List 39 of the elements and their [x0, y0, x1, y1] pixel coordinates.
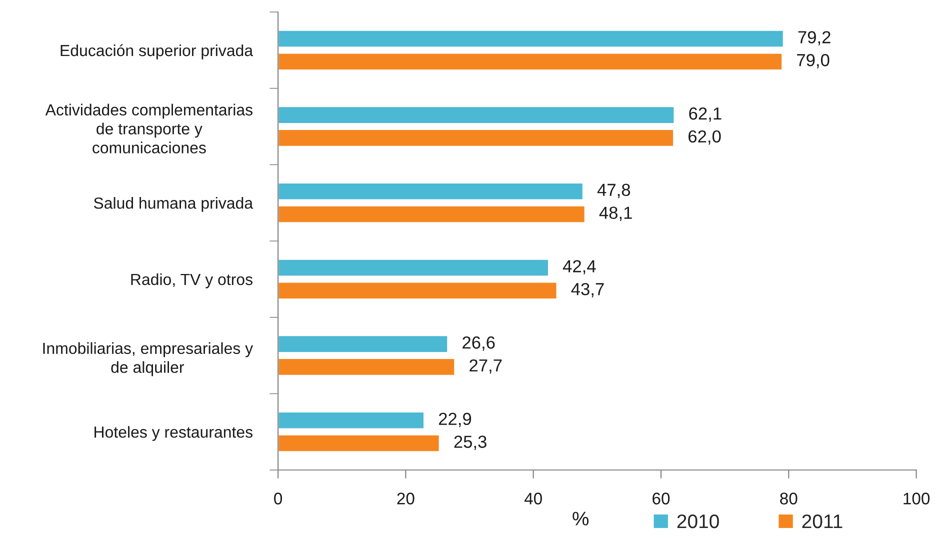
- bar: [278, 128, 674, 148]
- y-tick-label: Inmobiliarias, empresariales y de alquiler: [43, 342, 254, 376]
- bar: [278, 258, 550, 277]
- data-label: 26,6: [462, 336, 495, 351]
- x-tick-label: 40: [524, 492, 542, 504]
- y-tick-label: Radio, TV y otros: [131, 273, 252, 288]
- x-tick-label: 60: [652, 492, 670, 504]
- x-tick-label: 100: [904, 492, 930, 504]
- data-label: 25,3: [454, 436, 486, 450]
- y-tick-label: Educación superior privada: [60, 44, 254, 60]
- bar: [278, 334, 449, 354]
- bar: [278, 106, 676, 124]
- y-tick-label: Salud humana privada: [94, 197, 254, 212]
- data-label: 43,7: [571, 282, 604, 298]
- bar: [278, 182, 584, 201]
- data-label: 62,0: [688, 130, 721, 145]
- legend-label: 2011: [802, 514, 842, 528]
- bar: [278, 29, 784, 48]
- bar: [278, 411, 425, 430]
- data-label: 47,8: [597, 184, 630, 198]
- bar: [278, 281, 558, 300]
- y-tick-label: Hoteles y restaurantes: [94, 426, 252, 441]
- data-label: 48,1: [599, 206, 632, 221]
- legend-label: 2010: [677, 514, 719, 528]
- x-axis-title: %: [572, 512, 589, 526]
- bar: [278, 358, 456, 376]
- x-tick-label: 0: [274, 492, 282, 504]
- data-label: 27,7: [470, 359, 502, 374]
- data-label: 42,4: [562, 260, 596, 274]
- data-label: 62,1: [689, 107, 722, 122]
- y-tick-label: Actividades complementarias de transporte y comunicaciones: [45, 104, 252, 154]
- x-tick-label: 20: [397, 492, 414, 504]
- x-tick-label: 80: [780, 492, 798, 504]
- data-label: 79,2: [798, 31, 830, 46]
- bar: [278, 205, 586, 224]
- bar: [278, 434, 440, 453]
- bar: [278, 52, 783, 71]
- data-label: 22,9: [438, 412, 472, 428]
- data-label: 79,0: [797, 54, 830, 68]
